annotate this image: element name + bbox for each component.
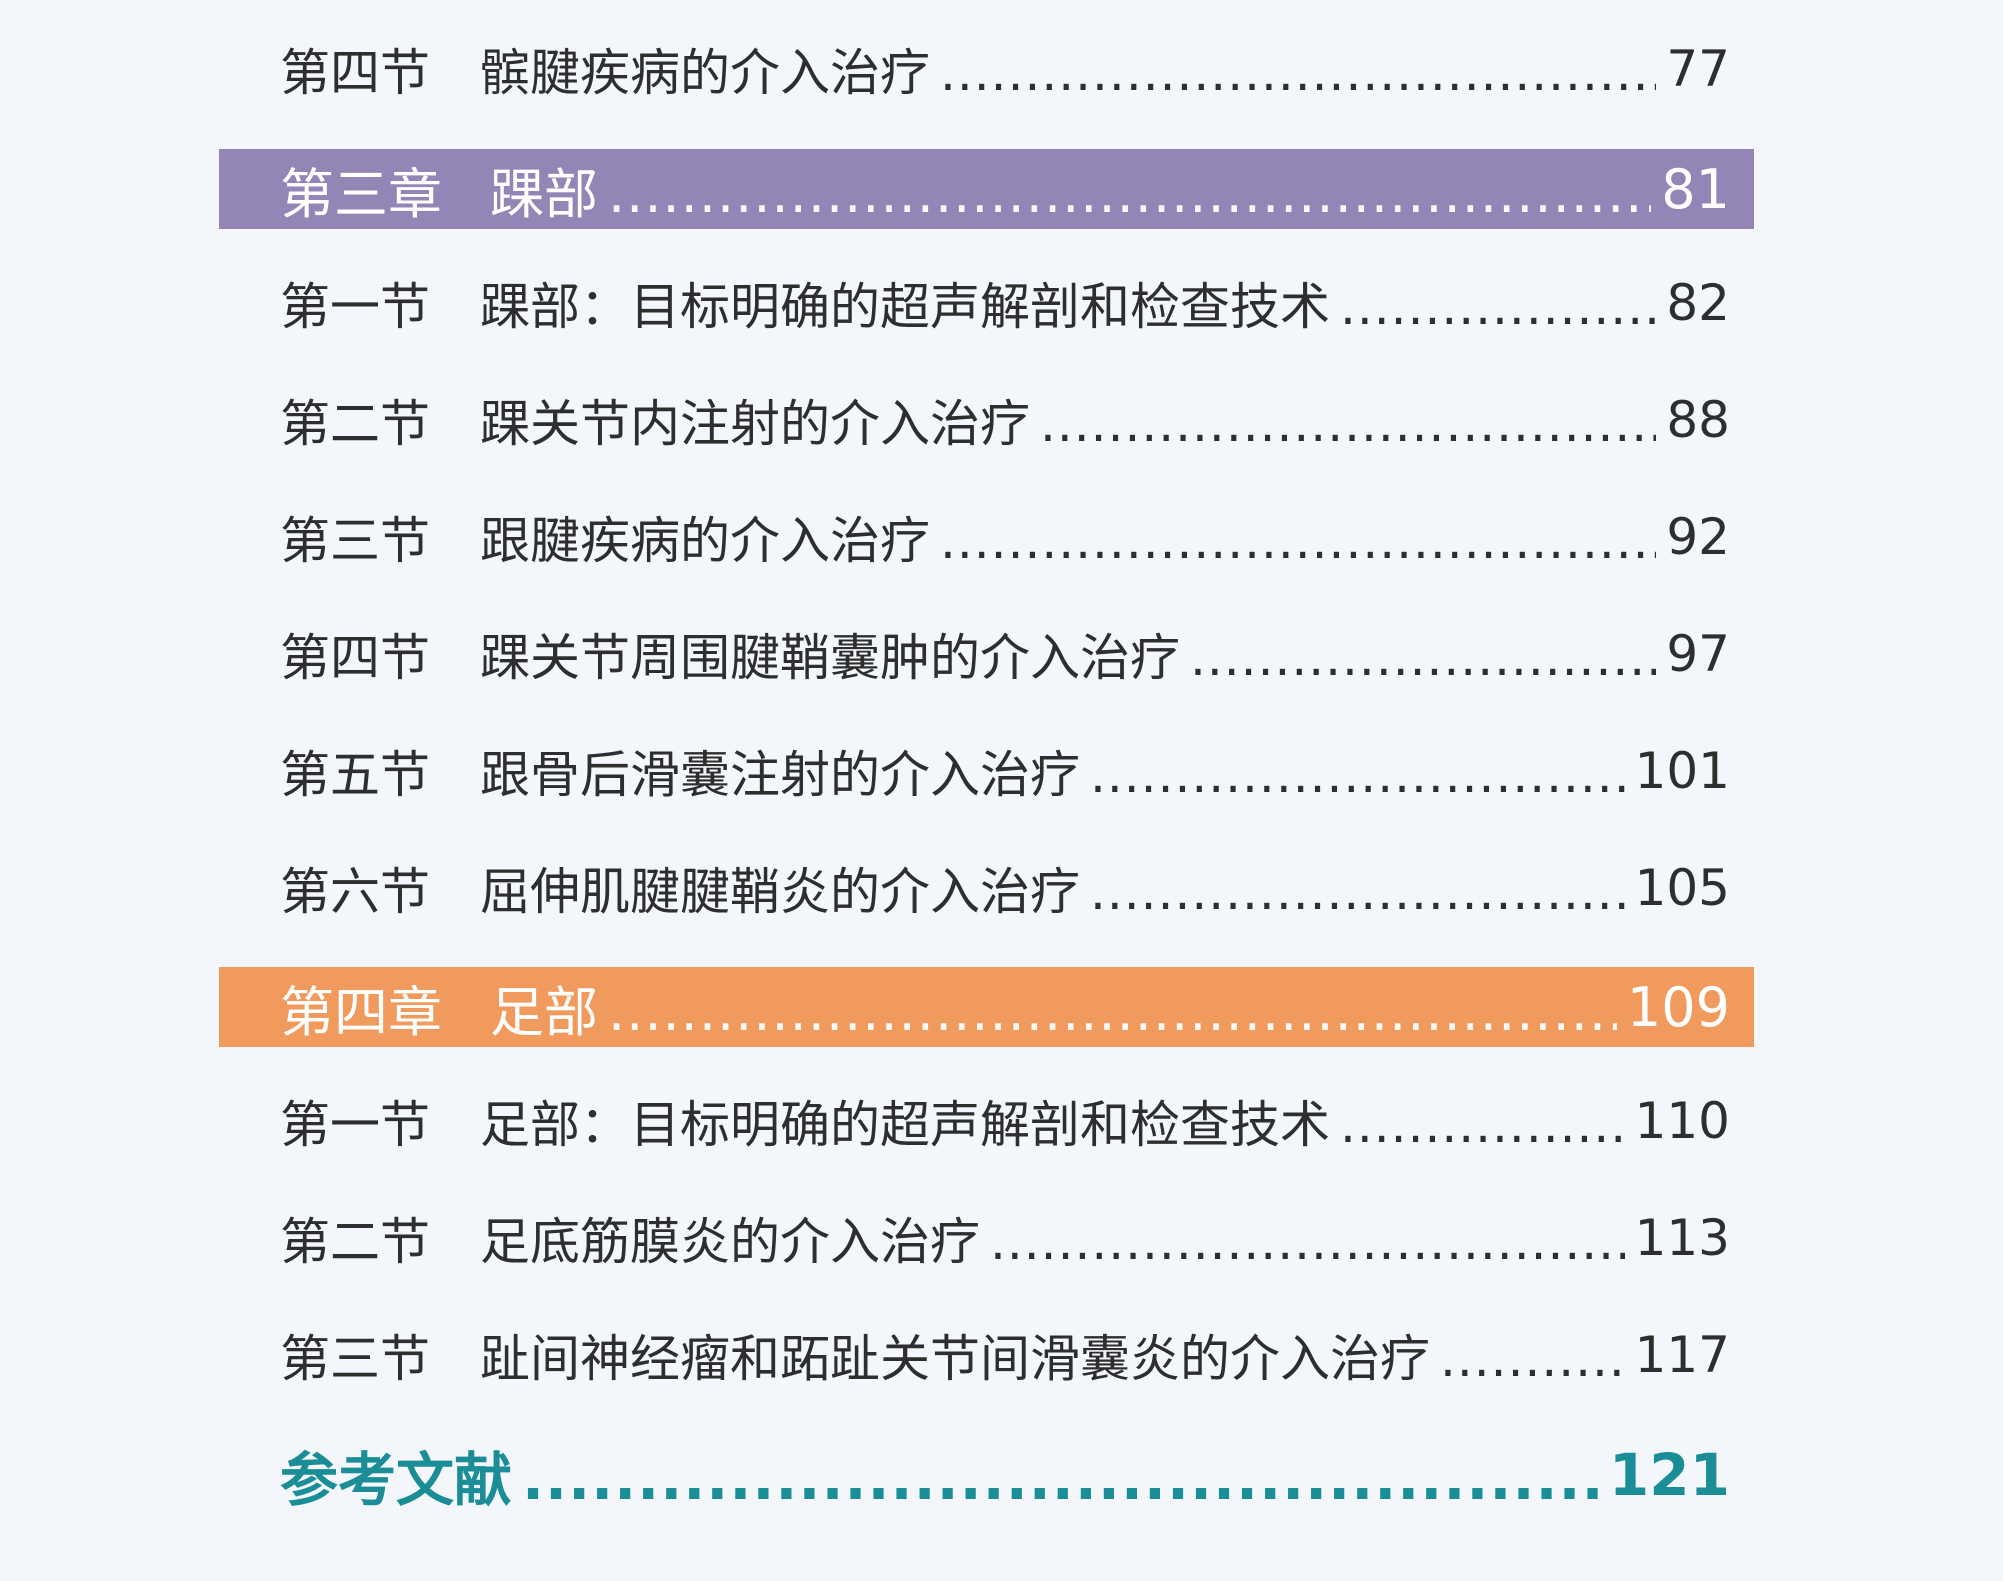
section-title: 足部：目标明确的超声解剖和检查技术 bbox=[480, 1095, 1330, 1154]
toc-entry-section[interactable]: 第三节 趾间神经瘤和跖趾关节间滑囊炎的介入治疗 117 bbox=[280, 1296, 1730, 1413]
section-title: 足底筋膜炎的介入治疗 bbox=[480, 1212, 980, 1271]
page-number: 105 bbox=[1634, 858, 1730, 917]
section-number: 第六节 bbox=[280, 862, 430, 921]
dot-leader bbox=[1340, 278, 1656, 336]
chapter-title: 踝部 bbox=[490, 162, 598, 226]
section-number: 第五节 bbox=[280, 745, 430, 804]
toc-entry-section[interactable]: 第二节 足底筋膜炎的介入治疗 113 bbox=[280, 1179, 1730, 1296]
toc-entry-chapter[interactable]: 第四章 足部 109 bbox=[219, 967, 1754, 1047]
dot-leader bbox=[1040, 395, 1656, 453]
toc-entry-section[interactable]: 第六节 屈伸肌腱腱鞘炎的介入治疗 105 bbox=[280, 829, 1730, 946]
dot-leader bbox=[940, 512, 1656, 570]
page-number: 88 bbox=[1666, 390, 1730, 449]
dot-leader bbox=[1340, 1096, 1625, 1154]
dot-leader bbox=[1440, 1330, 1625, 1388]
page-number: 82 bbox=[1666, 273, 1730, 332]
dot-leader bbox=[1090, 863, 1625, 921]
section-number: 第二节 bbox=[280, 1212, 430, 1271]
toc-entry-chapter[interactable]: 第三章 踝部 81 bbox=[219, 149, 1754, 229]
page-number: 121 bbox=[1608, 1440, 1730, 1509]
section-number: 第三节 bbox=[280, 1329, 430, 1388]
page-number: 77 bbox=[1666, 39, 1730, 98]
page-number: 97 bbox=[1666, 624, 1730, 683]
toc-entry-section[interactable]: 第三节 跟腱疾病的介入治疗 92 bbox=[280, 478, 1730, 595]
dot-leader bbox=[990, 1213, 1625, 1271]
section-number: 第三节 bbox=[280, 511, 430, 570]
chapter-number: 第三章 bbox=[280, 162, 442, 226]
section-number: 第二节 bbox=[280, 394, 430, 453]
section-title: 跟骨后滑囊注射的介入治疗 bbox=[480, 745, 1080, 804]
references-title: 参考文献 bbox=[280, 1445, 513, 1514]
toc-entry-references[interactable]: 参考文献 121 bbox=[280, 1416, 1730, 1533]
toc-entry-section[interactable]: 第一节 足部：目标明确的超声解剖和检查技术 110 bbox=[280, 1062, 1730, 1179]
page-number: 92 bbox=[1666, 507, 1730, 566]
page-number: 81 bbox=[1661, 157, 1730, 221]
page-number: 109 bbox=[1626, 975, 1730, 1039]
section-title: 踝关节内注射的介入治疗 bbox=[480, 394, 1030, 453]
dot-leader bbox=[1090, 746, 1625, 804]
chapter-number: 第四章 bbox=[280, 980, 442, 1044]
page-number: 110 bbox=[1634, 1091, 1730, 1150]
dot-leader bbox=[608, 980, 1617, 1043]
section-title: 踝关节周围腱鞘囊肿的介入治疗 bbox=[480, 628, 1180, 687]
section-number: 第一节 bbox=[280, 277, 430, 336]
section-title: 髌腱疾病的介入治疗 bbox=[480, 43, 930, 102]
section-title: 踝部：目标明确的超声解剖和检查技术 bbox=[480, 277, 1330, 336]
section-title: 屈伸肌腱腱鞘炎的介入治疗 bbox=[480, 862, 1080, 921]
toc-entry-section[interactable]: 第四节 踝关节周围腱鞘囊肿的介入治疗 97 bbox=[280, 595, 1730, 712]
section-number: 第一节 bbox=[280, 1095, 430, 1154]
dot-leader bbox=[1190, 629, 1656, 687]
toc-entry-section[interactable]: 第二节 踝关节内注射的介入治疗 88 bbox=[280, 361, 1730, 478]
section-number: 第四节 bbox=[280, 43, 430, 102]
toc-entry-section[interactable]: 第一节 踝部：目标明确的超声解剖和检查技术 82 bbox=[280, 244, 1730, 361]
dot-leader bbox=[608, 162, 1651, 225]
toc-entry-section[interactable]: 第五节 跟骨后滑囊注射的介入治疗 101 bbox=[280, 712, 1730, 829]
section-number: 第四节 bbox=[280, 628, 430, 687]
chapter-title: 足部 bbox=[490, 980, 598, 1044]
section-title: 趾间神经瘤和跖趾关节间滑囊炎的介入治疗 bbox=[480, 1329, 1430, 1388]
dot-leader bbox=[522, 1445, 1599, 1513]
page-number: 117 bbox=[1634, 1325, 1730, 1384]
page-number: 113 bbox=[1634, 1208, 1730, 1267]
page-number: 101 bbox=[1634, 741, 1730, 800]
section-title: 跟腱疾病的介入治疗 bbox=[480, 511, 930, 570]
toc-entry-section[interactable]: 第四节 髌腱疾病的介入治疗 77 bbox=[280, 10, 1730, 127]
dot-leader bbox=[940, 44, 1656, 102]
